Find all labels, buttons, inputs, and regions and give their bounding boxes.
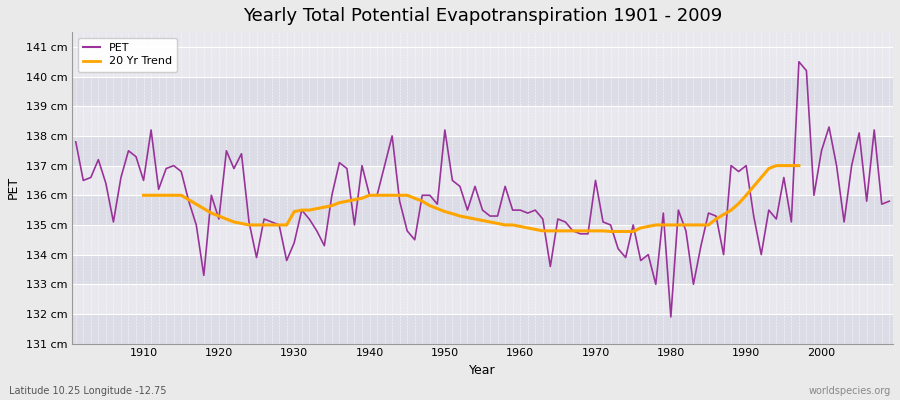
Bar (72, 195, 893, 225)
Bar (72, 225, 893, 255)
X-axis label: Year: Year (469, 364, 496, 377)
Bar (72, 255, 893, 284)
Bar (72, 314, 893, 344)
Title: Yearly Total Potential Evapotranspiration 1901 - 2009: Yearly Total Potential Evapotranspiratio… (243, 7, 722, 25)
Bar (72, 106, 893, 136)
Bar (72, 136, 893, 166)
Text: worldspecies.org: worldspecies.org (809, 386, 891, 396)
Legend: PET, 20 Yr Trend: PET, 20 Yr Trend (77, 38, 177, 72)
Bar (72, 76, 893, 106)
Bar (72, 166, 893, 195)
Bar (72, 284, 893, 314)
Text: Latitude 10.25 Longitude -12.75: Latitude 10.25 Longitude -12.75 (9, 386, 166, 396)
Y-axis label: PET: PET (7, 176, 20, 200)
Bar (72, 47, 893, 76)
